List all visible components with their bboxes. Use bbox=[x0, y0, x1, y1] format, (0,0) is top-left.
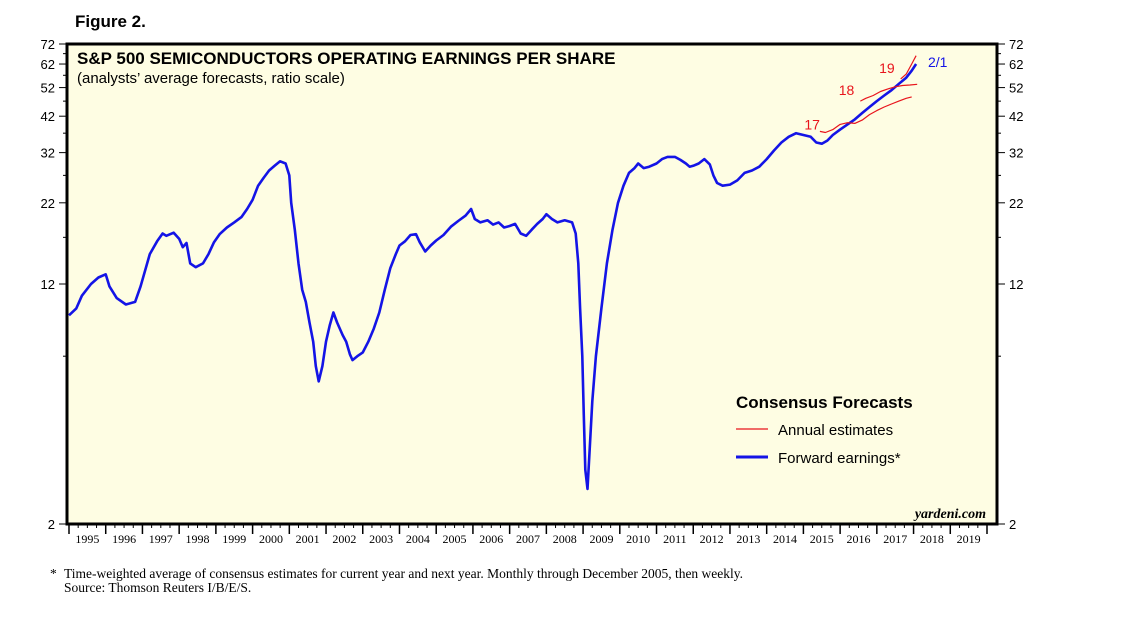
y-tick-label-right: 22 bbox=[1009, 196, 1023, 211]
x-tick-label: 2016 bbox=[846, 532, 870, 546]
x-tick-label: 1998 bbox=[186, 532, 210, 546]
series-annual-estimate-17 bbox=[819, 96, 912, 134]
x-tick-label: 2019 bbox=[957, 532, 981, 546]
y-tick-label-right: 42 bbox=[1009, 109, 1023, 124]
x-tick-label: 2015 bbox=[810, 532, 834, 546]
y-tick-label-left: 72 bbox=[41, 37, 55, 52]
x-tick-label: 2000 bbox=[259, 532, 283, 546]
figure-label: Figure 2. bbox=[75, 12, 146, 31]
chart-subtitle: (analysts’ average forecasts, ratio scal… bbox=[77, 70, 345, 87]
y-tick-label-left: 32 bbox=[41, 146, 55, 161]
legend-label-forward: Forward earnings* bbox=[778, 450, 901, 467]
footnote-source: Source: Thomson Reuters I/B/E/S. bbox=[64, 580, 252, 595]
chart-title: S&P 500 SEMICONDUCTORS OPERATING EARNING… bbox=[77, 49, 615, 68]
x-tick-label: 2005 bbox=[443, 532, 467, 546]
annual-estimate-label: 17 bbox=[804, 116, 820, 132]
footnote: * Time-weighted average of consensus esti… bbox=[50, 567, 743, 595]
series-forward-earnings bbox=[68, 63, 918, 491]
x-tick-label: 2008 bbox=[553, 532, 577, 546]
x-tick-label: 2010 bbox=[626, 532, 650, 546]
series-annual-estimate-19 bbox=[900, 55, 917, 80]
y-tick-label-left: 2 bbox=[48, 517, 55, 532]
legend-label-annual: Annual estimates bbox=[778, 422, 893, 439]
legend-title: Consensus Forecasts bbox=[736, 393, 913, 412]
x-tick-label: 2006 bbox=[479, 532, 503, 546]
y-tick-label-left: 12 bbox=[41, 277, 55, 292]
y-tick-label-right: 32 bbox=[1009, 146, 1023, 161]
x-tick-label: 1999 bbox=[222, 532, 246, 546]
x-tick-label: 1997 bbox=[149, 532, 173, 546]
footnote-text: Time-weighted average of consensus estim… bbox=[64, 566, 744, 581]
x-tick-label: 2011 bbox=[663, 532, 687, 546]
x-tick-label: 2003 bbox=[369, 532, 393, 546]
x-tick-label: 2012 bbox=[700, 532, 724, 546]
annual-estimate-label: 19 bbox=[879, 60, 895, 76]
y-tick-label-right: 52 bbox=[1009, 81, 1023, 96]
x-tick-label: 2002 bbox=[332, 532, 356, 546]
y-tick-label-right: 72 bbox=[1009, 37, 1023, 52]
y-tick-label-right: 2 bbox=[1009, 517, 1016, 532]
y-tick-label-left: 42 bbox=[41, 109, 55, 124]
footnote-marker: * bbox=[50, 566, 57, 581]
y-tick-label-left: 22 bbox=[41, 196, 55, 211]
x-tick-label: 1996 bbox=[112, 532, 136, 546]
x-tick-label: 2001 bbox=[296, 532, 320, 546]
watermark: yardeni.com bbox=[913, 507, 986, 522]
y-tick-label-left: 62 bbox=[41, 57, 55, 72]
date-annotation: 2/1 bbox=[928, 54, 948, 70]
x-tick-label: 2014 bbox=[773, 532, 797, 546]
series-layer: 17 18 19 bbox=[68, 55, 918, 491]
series-annual-estimate-18 bbox=[860, 83, 918, 102]
y-tick-label-right: 62 bbox=[1009, 57, 1023, 72]
y-tick-label-left: 52 bbox=[41, 81, 55, 96]
x-tick-label: 2018 bbox=[920, 532, 944, 546]
x-tick-label: 2007 bbox=[516, 532, 540, 546]
x-tick-label: 2009 bbox=[589, 532, 613, 546]
x-tick-label: 2013 bbox=[736, 532, 760, 546]
footnote-line-2: Source: Thomson Reuters I/B/E/S. bbox=[50, 581, 743, 595]
y-tick-label-right: 12 bbox=[1009, 277, 1023, 292]
x-tick-label: 2017 bbox=[883, 532, 907, 546]
annual-estimate-label: 18 bbox=[839, 82, 855, 98]
footnote-line-1: * Time-weighted average of consensus esti… bbox=[50, 567, 743, 581]
x-tick-label: 1995 bbox=[75, 532, 99, 546]
x-tick-label: 2004 bbox=[406, 532, 430, 546]
